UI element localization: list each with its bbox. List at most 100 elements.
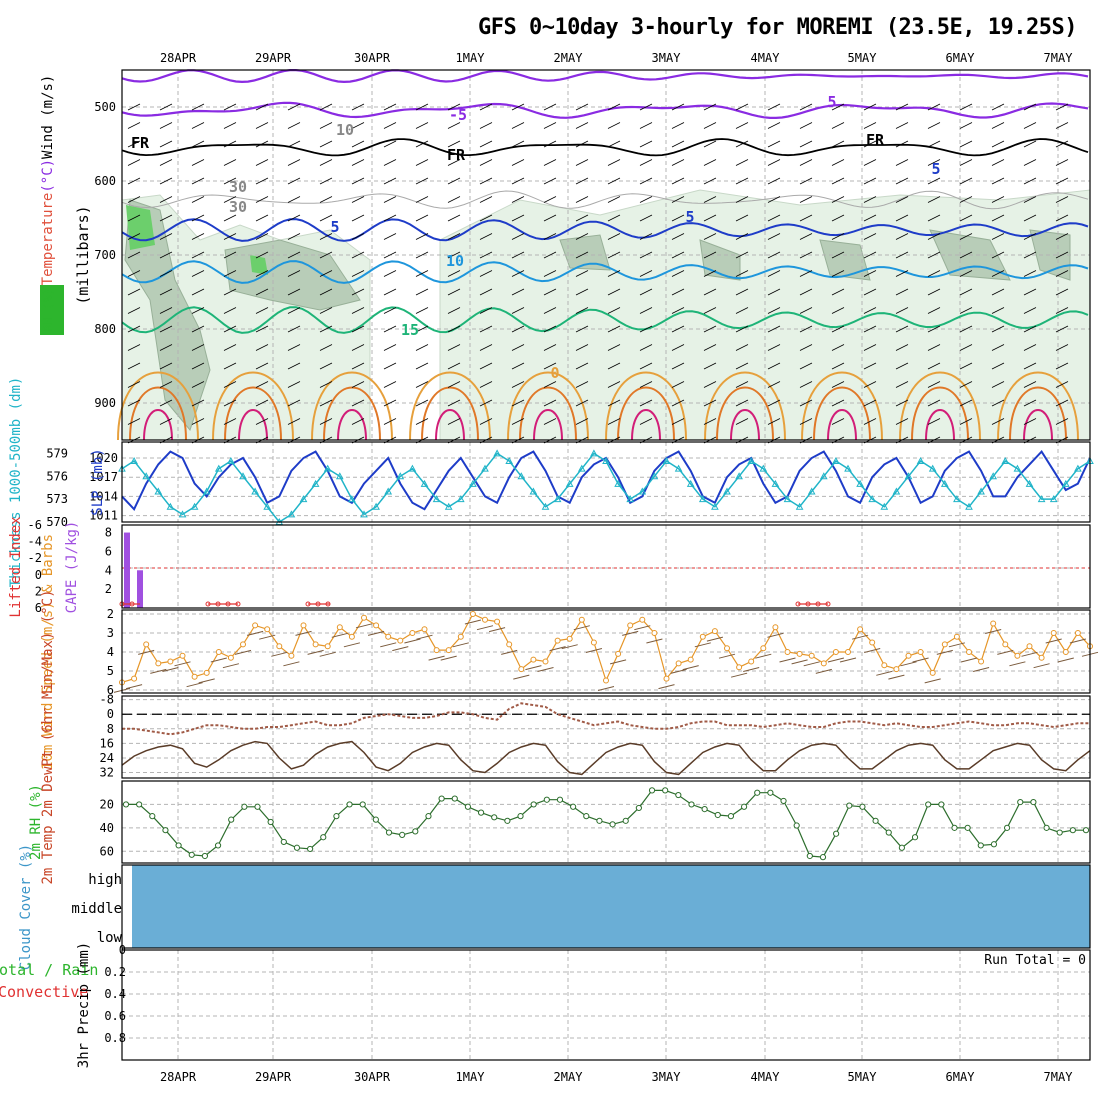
- surface-wind-barb: [827, 657, 845, 663]
- date-label-bottom: 28APR: [160, 1070, 197, 1084]
- surface-wind-barb: [1021, 651, 1038, 657]
- surface-wind-barb: [259, 634, 276, 640]
- wind-barb: [927, 418, 941, 425]
- thickness-marker: [227, 457, 235, 465]
- thickness-marker: [819, 472, 828, 480]
- wind-barb: [511, 196, 525, 203]
- wind-speed-marker: [276, 643, 283, 650]
- wind-barb: [639, 344, 653, 351]
- wind-barb: [255, 251, 269, 259]
- wind-barb: [927, 325, 941, 333]
- wind-barb: [703, 381, 717, 388]
- wind-barb: [415, 362, 429, 370]
- wind-barb: [415, 399, 429, 407]
- thickness-marker: [565, 479, 574, 487]
- surface-wind-barb: [997, 649, 1014, 655]
- wind-barb: [767, 177, 781, 185]
- wind-speed-marker: [494, 618, 501, 625]
- li-tick: -2: [28, 551, 42, 565]
- wind-speed-marker: [203, 669, 210, 676]
- surface-wind-barb: [573, 625, 590, 631]
- wind-speed-marker: [397, 637, 404, 644]
- wind-barb: [895, 362, 909, 370]
- surface-wind-barb: [682, 665, 699, 671]
- thickness-marker: [444, 502, 453, 510]
- wind-barb: [479, 140, 493, 148]
- wind-barb: [671, 362, 685, 370]
- rh-legend-swatch: [40, 285, 64, 335]
- wind-barb: [735, 270, 749, 277]
- rh-marker: [359, 801, 366, 808]
- date-label-top: 29APR: [255, 51, 292, 65]
- wind-barb: [351, 233, 365, 240]
- wind-barb: [127, 196, 141, 203]
- warm-layer-contour: [631, 409, 661, 441]
- wind-barb: [767, 307, 781, 314]
- wind-barb: [415, 159, 429, 166]
- wind-barb: [287, 344, 301, 351]
- rh-marker: [885, 829, 892, 836]
- wind-barb: [607, 288, 621, 296]
- thickness-marker: [735, 472, 743, 480]
- date-axis-top: 28APR 29APR 30APR 1MAY 2MAY 3MAY 4MAY 5MAY 6MAY 7…: [160, 51, 1073, 65]
- wind-barb: [735, 307, 749, 314]
- wind-barb: [511, 418, 525, 425]
- wind-barb: [223, 399, 237, 407]
- label-part: Wind (m/s): [40, 75, 56, 159]
- wind-barb: [511, 140, 525, 148]
- wind-barb: [671, 381, 685, 388]
- wind-barb: [383, 233, 397, 240]
- cape-frame: [121, 524, 1091, 609]
- wind-barb: [351, 140, 365, 148]
- wind-barb: [511, 362, 525, 370]
- wind-barb: [895, 251, 909, 259]
- wind-barb: [1023, 159, 1037, 166]
- surface-wind-barb: [319, 651, 336, 657]
- rh-marker: [280, 838, 287, 846]
- thickness-marker: [1001, 457, 1010, 465]
- wind-barb: [575, 103, 589, 111]
- wind-barb: [703, 344, 717, 351]
- thickness-marker: [832, 457, 840, 465]
- wind-barb: [351, 418, 365, 425]
- wind-barb: [767, 344, 781, 351]
- label-part: Lifted Index: [8, 516, 24, 617]
- contour-label: 5: [931, 160, 940, 178]
- warm-layer-contour: [997, 371, 1079, 441]
- date-label-bottom: 2MAY: [554, 1070, 584, 1084]
- wind-barb: [255, 233, 269, 240]
- wind-barb: [831, 103, 845, 111]
- wind-barb: [895, 159, 909, 166]
- wind-barb: [351, 159, 365, 166]
- wind-speed-marker: [482, 616, 488, 623]
- wind-barb: [191, 159, 205, 166]
- wind-barb: [991, 251, 1005, 259]
- wind-barb: [319, 122, 333, 129]
- wind-barb: [767, 214, 781, 222]
- thickness-marker: [239, 472, 247, 480]
- thickness-marker: [287, 510, 296, 518]
- wind-barb: [767, 418, 781, 425]
- contour-label: FR: [131, 134, 150, 152]
- wind-barb: [703, 233, 717, 240]
- wind-tick: 6: [107, 683, 114, 697]
- wind-barb: [671, 251, 685, 259]
- wind-barb: [447, 307, 461, 314]
- surface-wind-barb: [791, 659, 808, 665]
- wind-barb: [767, 140, 781, 148]
- label-part: (°C): [40, 159, 56, 193]
- wind-barb: [1055, 122, 1069, 129]
- wind-barb: [127, 418, 141, 425]
- wind-barb: [351, 177, 365, 185]
- wind-barb: [895, 288, 909, 296]
- wind-barb: [351, 344, 365, 351]
- wind-barb: [479, 288, 493, 296]
- wind-barb: [575, 325, 589, 333]
- temp-tick: 8: [107, 722, 114, 736]
- label-part: RH (%): [41, 288, 55, 331]
- cloud-level-label: high: [88, 872, 122, 888]
- cape-panel: 6 2 0 -2 -4 -6 2 4 6 8 Lifted Index CAPE (J/kg): [8, 516, 1091, 618]
- wind-barb: [319, 362, 333, 370]
- warm-layer-contour: [421, 386, 479, 441]
- wind-barb: [159, 344, 173, 351]
